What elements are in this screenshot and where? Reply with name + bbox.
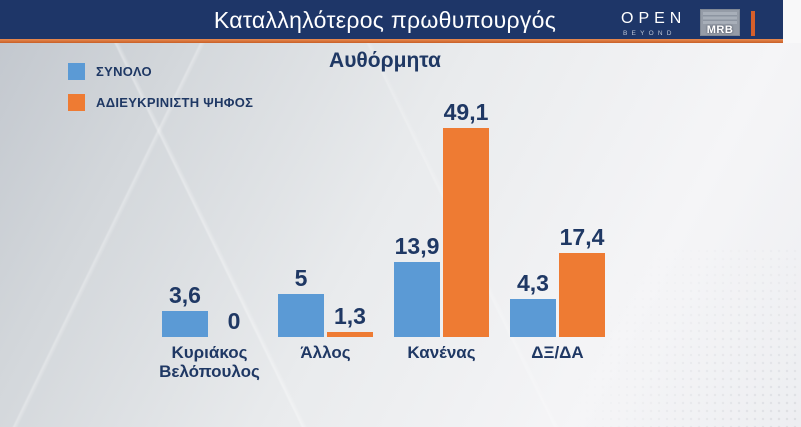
bar-adieukrinisti-psifos: [443, 128, 489, 337]
legend-label-adieukrinisti-psifos: ΑΔΙΕΥΚΡΙΝΙΣΤΗ ΨΗΦΟΣ: [96, 94, 254, 110]
bar-synolo: [162, 311, 208, 337]
chart-subtitle: Αυθόρμητα: [329, 49, 441, 72]
category-label: Άλλος: [300, 343, 351, 362]
page-title: Καταλληλότερος πρωθυπουργός: [213, 7, 557, 33]
category-label: Κανένας: [407, 343, 476, 362]
bar-adieukrinisti-psifos: [559, 253, 605, 337]
bar-value-label: 0: [227, 308, 241, 334]
bar-value-label: 49,1: [443, 99, 489, 125]
legend-item-synolo: ΣΥΝΟΛΟ: [68, 62, 253, 80]
bar-value-label: 17,4: [559, 224, 605, 250]
header-bar: Καταλληλότερος πρωθυπουργός OPEN BEYOND …: [0, 0, 783, 39]
bar-value-label: 13,9: [394, 233, 440, 259]
mrb-logo: MRB: [700, 9, 740, 36]
chart-legend: ΣΥΝΟΛΟ ΑΔΙΕΥΚΡΙΝΙΣΤΗ ΨΗΦΟΣ: [68, 62, 253, 124]
open-logo-text: OPEN: [621, 10, 687, 27]
bar-value-label: 5: [294, 265, 308, 291]
open-logo: OPEN BEYOND: [621, 10, 686, 37]
category-label: Κυριάκος Βελόπουλος: [159, 343, 260, 382]
category-label: ΔΞ/ΔΑ: [531, 343, 584, 362]
bar-value-label: 1,3: [334, 303, 366, 329]
orange-divider: [751, 11, 755, 36]
legend-label-synolo: ΣΥΝΟΛΟ: [96, 63, 152, 79]
header-accent-line: [0, 39, 783, 43]
mrb-logo-stripes: [703, 12, 737, 24]
legend-swatch-blue: [68, 62, 85, 80]
bar-synolo: [394, 262, 440, 337]
bar-value-label: 3,6: [169, 282, 201, 308]
mrb-logo-text: MRB: [706, 24, 734, 36]
legend-item-adieukrinisti-psifos: ΑΔΙΕΥΚΡΙΝΙΣΤΗ ΨΗΦΟΣ: [68, 93, 253, 111]
bar-synolo: [278, 294, 324, 337]
bar-synolo: [510, 299, 556, 337]
open-logo-subtext: BEYOND: [623, 30, 676, 37]
bar-value-label: 4,3: [517, 270, 549, 296]
bar-adieukrinisti-psifos: [327, 332, 373, 337]
header-right-gap: [783, 0, 801, 43]
legend-swatch-orange: [68, 93, 85, 111]
